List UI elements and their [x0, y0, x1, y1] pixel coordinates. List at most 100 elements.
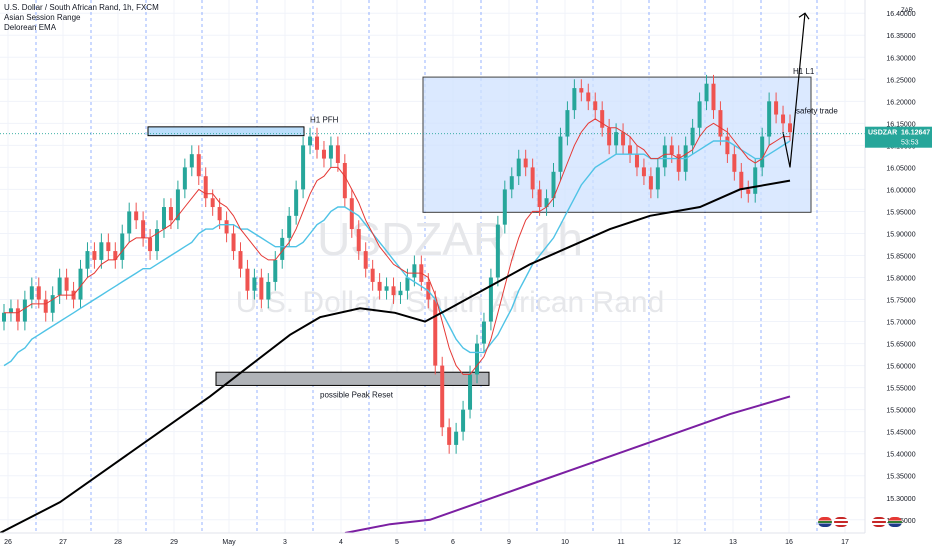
candle[interactable]	[161, 198, 166, 238]
candle[interactable]	[628, 136, 633, 163]
candle[interactable]	[182, 158, 187, 199]
candle[interactable]	[203, 167, 208, 208]
candle[interactable]	[648, 167, 653, 199]
candle[interactable]	[433, 290, 438, 375]
candle[interactable]	[245, 259, 250, 300]
candle[interactable]	[370, 259, 375, 291]
candle[interactable]	[718, 101, 723, 146]
candle[interactable]	[315, 127, 320, 159]
candle[interactable]	[447, 418, 452, 454]
candle[interactable]	[43, 290, 48, 322]
candle[interactable]	[134, 202, 139, 230]
candle[interactable]	[739, 162, 744, 199]
candle[interactable]	[29, 277, 34, 309]
candle[interactable]	[641, 158, 646, 186]
candle[interactable]	[509, 167, 514, 199]
price-axis[interactable]	[865, 0, 932, 550]
candle[interactable]	[2, 303, 6, 331]
candle[interactable]	[502, 180, 507, 234]
candle[interactable]	[697, 92, 702, 137]
candle[interactable]	[92, 242, 97, 269]
candle[interactable]	[85, 242, 90, 278]
candle[interactable]	[781, 105, 786, 133]
candle[interactable]	[481, 312, 486, 353]
candle[interactable]	[127, 202, 132, 243]
candle[interactable]	[335, 136, 340, 172]
candle[interactable]	[537, 180, 542, 216]
candle[interactable]	[732, 145, 737, 181]
candle[interactable]	[600, 101, 605, 137]
candle[interactable]	[363, 242, 368, 278]
candle[interactable]	[280, 229, 285, 269]
candle[interactable]	[760, 127, 765, 177]
candle[interactable]	[711, 74, 716, 119]
candle[interactable]	[155, 220, 160, 260]
candle[interactable]	[572, 79, 577, 119]
candle[interactable]	[461, 400, 466, 441]
time-axis[interactable]	[0, 533, 865, 550]
candle[interactable]	[321, 140, 326, 168]
candle[interactable]	[356, 220, 361, 260]
candle[interactable]	[120, 224, 125, 269]
candle[interactable]	[495, 215, 500, 287]
candle[interactable]	[106, 233, 111, 260]
candle[interactable]	[301, 136, 306, 199]
candle[interactable]	[308, 127, 313, 155]
candle[interactable]	[189, 145, 194, 177]
candle[interactable]	[544, 189, 549, 216]
candle[interactable]	[36, 277, 41, 309]
candle[interactable]	[474, 334, 479, 384]
candle[interactable]	[530, 158, 535, 199]
za-flag-icon[interactable]	[818, 517, 832, 527]
candle[interactable]	[64, 268, 69, 300]
symbol-title[interactable]: U.S. Dollar / South African Rand, 1h, FX…	[4, 3, 159, 12]
candle[interactable]	[774, 92, 779, 124]
candle[interactable]	[196, 145, 201, 186]
candle[interactable]	[238, 242, 243, 278]
candle[interactable]	[662, 136, 667, 177]
candle[interactable]	[15, 299, 20, 331]
candle[interactable]	[8, 299, 13, 322]
candle[interactable]	[676, 145, 681, 181]
candle[interactable]	[22, 290, 27, 331]
candle[interactable]	[614, 123, 619, 155]
candle[interactable]	[148, 229, 153, 260]
candle[interactable]	[586, 83, 591, 111]
candle[interactable]	[690, 118, 695, 155]
candle[interactable]	[753, 158, 758, 203]
current-price-tag[interactable]	[865, 126, 932, 148]
candle[interactable]	[767, 92, 772, 146]
candle[interactable]	[593, 92, 598, 119]
projection-arrow[interactable]	[782, 13, 806, 168]
candle[interactable]	[113, 242, 118, 269]
candle[interactable]	[294, 180, 299, 225]
candle[interactable]	[565, 101, 570, 146]
candle[interactable]	[621, 123, 626, 155]
us-flag-icon-2[interactable]	[872, 517, 886, 527]
candle[interactable]	[328, 136, 333, 168]
candle[interactable]	[607, 118, 612, 155]
candle[interactable]	[259, 268, 264, 309]
candle[interactable]	[342, 154, 347, 208]
candle[interactable]	[224, 211, 229, 243]
candle[interactable]	[384, 277, 389, 300]
h1-pfh-zone[interactable]	[147, 126, 305, 137]
candle[interactable]	[349, 189, 354, 238]
candle[interactable]	[579, 79, 584, 102]
candle[interactable]	[725, 127, 730, 163]
candle[interactable]	[704, 74, 709, 111]
candle[interactable]	[99, 233, 104, 269]
candle[interactable]	[405, 268, 410, 300]
za-flag-icon-2[interactable]	[888, 517, 902, 527]
candle[interactable]	[523, 149, 528, 177]
candle[interactable]	[231, 224, 236, 260]
candle[interactable]	[551, 162, 556, 208]
candle[interactable]	[655, 158, 660, 199]
candle[interactable]	[488, 268, 493, 331]
candle[interactable]	[266, 273, 271, 309]
candle[interactable]	[398, 281, 403, 304]
indicator-asian-session-range[interactable]: Asian Session Range	[4, 13, 81, 22]
candle[interactable]	[454, 422, 459, 454]
